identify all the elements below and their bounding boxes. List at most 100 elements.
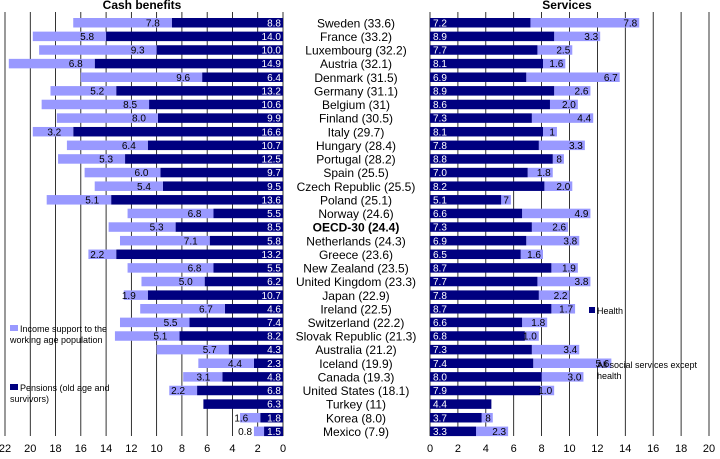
country-label-belgium: Belgium (31) bbox=[322, 98, 390, 112]
bar-health-germany bbox=[430, 86, 555, 96]
data-label-health: 6.5 bbox=[433, 250, 447, 261]
data-label-income-support: 2.2 bbox=[90, 250, 104, 261]
country-label-poland: Poland (25.1) bbox=[320, 193, 392, 207]
bar-pensions-finland bbox=[157, 113, 283, 123]
data-label-health: 7.9 bbox=[433, 386, 447, 397]
bar-pensions-belgium bbox=[149, 99, 283, 110]
bar-health-czech-republic bbox=[430, 181, 545, 191]
data-label-pensions: 10.7 bbox=[262, 141, 282, 152]
country-label-new-zealand: New Zealand (23.5) bbox=[303, 262, 408, 276]
data-label-social-services: 3.3 bbox=[584, 32, 598, 43]
bar-pensions-canada bbox=[222, 372, 283, 382]
bar-income-support-italy bbox=[32, 126, 74, 137]
data-label-health: 8.6 bbox=[433, 100, 447, 111]
country-labels: Sweden (33.6)France (33.2)Luxembourg (32… bbox=[296, 16, 417, 439]
data-label-income-support: 6.4 bbox=[122, 141, 136, 152]
bar-pensions-czech-republic bbox=[162, 181, 283, 191]
data-label-income-support: 5.0 bbox=[179, 277, 193, 288]
x-tick-label: 14 bbox=[100, 443, 112, 455]
x-tick-label: 10 bbox=[151, 443, 163, 455]
bar-social-services-greece bbox=[520, 249, 543, 260]
bar-income-support-switzerland bbox=[119, 317, 190, 328]
country-label-greece: Greece (23.6) bbox=[319, 248, 393, 262]
bar-pensions-hungary bbox=[147, 140, 283, 151]
bar-health-united-kingdom bbox=[430, 276, 538, 287]
x-tick-label: 18 bbox=[675, 443, 687, 455]
data-label-social-services: 1.6 bbox=[549, 59, 563, 70]
data-label-social-services: 2.6 bbox=[552, 223, 566, 234]
services-title: Services bbox=[542, 0, 592, 12]
bar-income-support-australia bbox=[156, 344, 229, 355]
data-label-social-services: 1.8 bbox=[531, 318, 545, 329]
bar-pensions-ireland bbox=[224, 304, 283, 314]
country-label-hungary: Hungary (28.4) bbox=[316, 139, 396, 153]
bar-income-support-germany bbox=[50, 86, 117, 96]
country-label-mexico: Mexico (7.9) bbox=[323, 425, 389, 439]
bar-social-services-spain bbox=[527, 167, 553, 178]
services-x-ticks: 0 2 4 6 8 10 12 14 16 18 20 bbox=[427, 443, 715, 455]
bar-income-support-france bbox=[32, 31, 107, 42]
data-label-pensions: 10.6 bbox=[262, 100, 282, 111]
data-label-social-services: 7 bbox=[503, 195, 509, 206]
bar-income-support-slovak-republic bbox=[114, 331, 180, 341]
data-label-social-services: 4.9 bbox=[575, 209, 589, 220]
bar-pensions-switzerland bbox=[189, 317, 283, 328]
bar-health-sweden bbox=[430, 18, 531, 28]
country-label-sweden: Sweden (33.6) bbox=[317, 16, 395, 30]
data-label-health: 4.4 bbox=[433, 400, 447, 411]
data-label-social-services: 3.8 bbox=[563, 236, 577, 247]
x-tick-label: 2 bbox=[255, 443, 261, 455]
bar-social-services-italy bbox=[542, 126, 557, 137]
bar-health-ireland bbox=[430, 304, 552, 314]
data-label-health: 7.2 bbox=[433, 18, 447, 29]
data-label-social-services: 4.4 bbox=[577, 114, 591, 125]
bar-health-australia bbox=[430, 344, 532, 355]
data-label-income-support: 3.2 bbox=[47, 127, 61, 138]
bar-income-support-portugal bbox=[58, 154, 126, 164]
bar-health-norway bbox=[430, 208, 523, 219]
data-label-social-services: 2.5 bbox=[556, 46, 570, 57]
bar-social-services-czech-republic bbox=[544, 181, 573, 191]
bar-pensions-sweden bbox=[171, 18, 283, 28]
bar-social-services-france bbox=[554, 31, 601, 42]
data-label-income-support: 7.8 bbox=[146, 18, 160, 29]
country-label-ireland: Ireland (22.5) bbox=[320, 302, 391, 316]
data-label-health: 8.8 bbox=[433, 155, 447, 166]
data-label-pensions: 14.0 bbox=[262, 32, 282, 43]
data-label-health: 7.0 bbox=[433, 168, 447, 179]
data-label-pensions: 13.2 bbox=[262, 86, 282, 97]
data-label-social-services: 1.7 bbox=[559, 304, 573, 315]
data-label-social-services: 5.6 bbox=[595, 359, 609, 370]
bar-social-services-mexico bbox=[476, 426, 509, 437]
bar-health-netherlands bbox=[430, 235, 527, 246]
data-label-income-support: 1.9 bbox=[122, 291, 136, 302]
data-label-social-services: 3.3 bbox=[569, 141, 583, 152]
country-label-denmark: Denmark (31.5) bbox=[314, 71, 397, 85]
bar-pensions-austria bbox=[94, 58, 283, 69]
bar-pensions-germany bbox=[116, 86, 283, 96]
country-label-czech-republic: Czech Republic (25.5) bbox=[297, 180, 416, 194]
data-label-income-support: 5.4 bbox=[137, 182, 151, 193]
data-label-health: 7.8 bbox=[433, 291, 447, 302]
data-label-pensions: 12.5 bbox=[262, 155, 282, 166]
data-label-income-support: 5.3 bbox=[99, 155, 113, 166]
bar-health-turkey bbox=[430, 399, 492, 409]
bar-income-support-iceland bbox=[198, 358, 254, 368]
data-label-income-support: 0.8 bbox=[238, 427, 252, 438]
bar-social-services-netherlands bbox=[526, 235, 580, 246]
data-label-social-services: 6.7 bbox=[604, 73, 618, 84]
data-label-income-support: 6.7 bbox=[199, 304, 213, 315]
data-label-social-services: 1.9 bbox=[562, 264, 576, 275]
bar-income-support-new-zealand bbox=[127, 263, 214, 273]
country-label-luxembourg: Luxembourg (32.2) bbox=[305, 44, 406, 58]
bar-social-services-luxembourg bbox=[537, 45, 573, 55]
bar-pensions-korea bbox=[260, 412, 283, 423]
data-label-income-support: 6.8 bbox=[188, 209, 202, 220]
country-label-australia: Australia (21.2) bbox=[315, 343, 396, 357]
data-label-social-services: 2.0 bbox=[562, 100, 576, 111]
x-tick-label: 8 bbox=[179, 443, 185, 455]
bar-social-services-canada bbox=[541, 372, 584, 382]
data-label-income-support: 9.3 bbox=[131, 46, 145, 57]
